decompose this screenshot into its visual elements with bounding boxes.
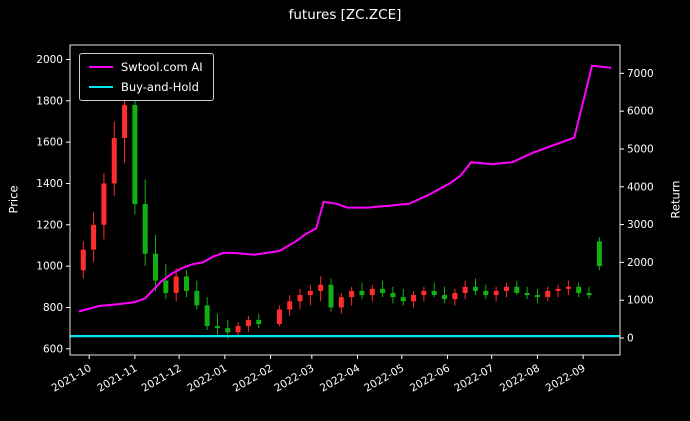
svg-text:800: 800 [43, 302, 63, 314]
svg-text:2022-04: 2022-04 [318, 362, 362, 394]
svg-text:2022-02: 2022-02 [231, 362, 275, 394]
ai-line-label: Swtool.com AI [121, 60, 203, 74]
svg-text:5000: 5000 [627, 143, 654, 155]
price-axis-label: Price [6, 185, 21, 214]
svg-text:6000: 6000 [627, 106, 654, 118]
svg-text:4000: 4000 [627, 181, 654, 193]
ai-line-swatch [89, 66, 113, 68]
return-axis-label: Return [668, 180, 683, 219]
svg-text:2021-12: 2021-12 [140, 362, 184, 394]
svg-text:2022-07: 2022-07 [452, 362, 496, 394]
legend-item-ai: Swtool.com AI [89, 60, 203, 74]
svg-text:1800: 1800 [36, 95, 63, 107]
legend-item-buy-hold: Buy-and-Hold [89, 80, 203, 94]
svg-text:3000: 3000 [627, 219, 654, 231]
svg-text:1600: 1600 [36, 137, 63, 149]
svg-text:2022-01: 2022-01 [185, 362, 229, 394]
chart-title: futures [ZC.ZCE] [288, 7, 402, 23]
buy-hold-line-label: Buy-and-Hold [121, 80, 199, 94]
svg-text:1000: 1000 [627, 295, 654, 307]
svg-text:2021-10: 2021-10 [50, 362, 94, 394]
svg-text:2021-11: 2021-11 [95, 362, 139, 394]
svg-text:1200: 1200 [36, 219, 63, 231]
svg-text:2022-05: 2022-05 [362, 362, 406, 394]
svg-text:1400: 1400 [36, 178, 63, 190]
svg-text:600: 600 [43, 343, 63, 355]
svg-text:2022-06: 2022-06 [408, 362, 452, 394]
svg-text:0: 0 [627, 332, 634, 344]
svg-text:2000: 2000 [36, 54, 63, 66]
svg-text:2022-03: 2022-03 [272, 362, 316, 394]
legend: Swtool.com AI Buy-and-Hold [79, 53, 214, 101]
svg-text:7000: 7000 [627, 68, 654, 80]
svg-text:2022-09: 2022-09 [544, 362, 588, 394]
buy-hold-line-swatch [89, 86, 113, 88]
svg-text:2022-08: 2022-08 [498, 362, 542, 394]
svg-text:1000: 1000 [36, 261, 63, 273]
svg-text:2000: 2000 [627, 257, 654, 269]
